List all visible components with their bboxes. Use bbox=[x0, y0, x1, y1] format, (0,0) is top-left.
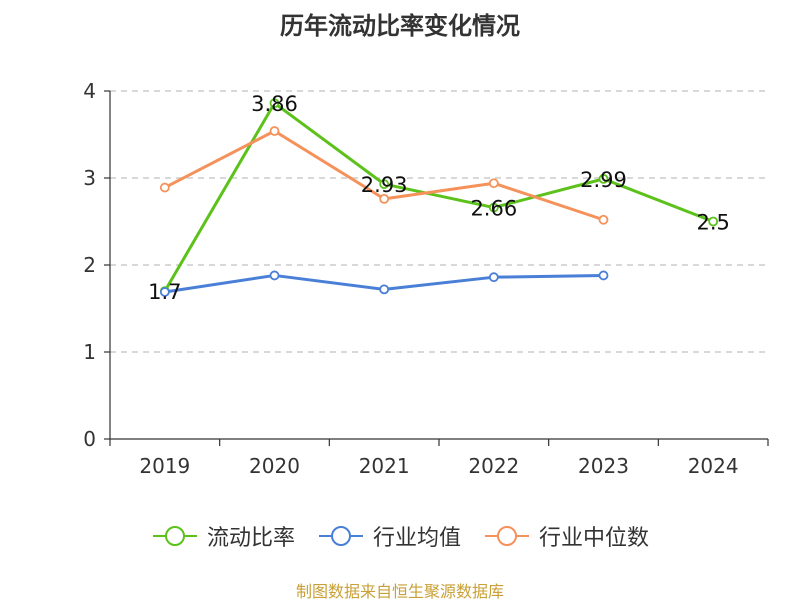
x-tick-label: 2021 bbox=[359, 454, 410, 478]
x-tick-label: 2019 bbox=[139, 454, 190, 478]
data-point bbox=[708, 216, 719, 227]
data-point bbox=[488, 178, 499, 189]
chart-title: 历年流动比率变化情况 bbox=[280, 12, 520, 40]
x-tick-label: 2023 bbox=[578, 454, 629, 478]
series-lines bbox=[159, 98, 719, 297]
gridlines bbox=[110, 90, 768, 353]
y-tick-label: 1 bbox=[83, 340, 96, 364]
legend-item-current-ratio[interactable]: 流动比率 bbox=[151, 520, 295, 552]
data-labels: 1.7 3.86 2.93 2.66 2.99 2.5 bbox=[148, 92, 730, 304]
data-label: 2.5 bbox=[696, 211, 729, 235]
legend-item-industry-mean[interactable]: 行业均值 bbox=[317, 520, 461, 552]
data-point bbox=[488, 202, 499, 213]
legend-line-icon bbox=[318, 526, 363, 546]
data-label: 2.93 bbox=[361, 173, 408, 197]
x-tick-label: 2024 bbox=[688, 454, 739, 478]
y-tick-label: 3 bbox=[83, 166, 96, 190]
legend-label: 行业中位数 bbox=[539, 526, 650, 551]
x-tick-label: 2022 bbox=[468, 454, 519, 478]
data-point bbox=[379, 179, 390, 189]
data-point bbox=[598, 173, 609, 184]
legend: 流动比率 行业均值 行业中位数 bbox=[0, 520, 800, 552]
data-point bbox=[379, 193, 390, 204]
data-label: 2.66 bbox=[470, 197, 517, 221]
source-note: 制图数据来自恒生聚源数据库 bbox=[295, 582, 504, 601]
data-point bbox=[379, 284, 390, 295]
y-tick-label: 4 bbox=[83, 79, 96, 103]
legend-label: 流动比率 bbox=[206, 526, 295, 551]
data-point bbox=[159, 287, 170, 297]
data-point bbox=[269, 98, 280, 109]
data-point bbox=[269, 270, 280, 281]
data-label: 2.99 bbox=[580, 168, 627, 192]
legend-line-icon bbox=[485, 526, 529, 546]
legend-item-industry-median[interactable]: 行业中位数 bbox=[483, 520, 649, 552]
y-tick-label: 0 bbox=[83, 427, 96, 451]
data-point bbox=[159, 182, 170, 193]
data-label: 1.7 bbox=[148, 280, 181, 304]
data-point bbox=[488, 272, 499, 283]
legend-label: 行业均值 bbox=[372, 526, 461, 551]
series-line bbox=[163, 101, 714, 292]
y-tick-label: 2 bbox=[83, 253, 96, 277]
x-tick-label: 2020 bbox=[249, 454, 300, 478]
data-point bbox=[269, 126, 280, 136]
legend-line-icon bbox=[152, 526, 197, 546]
data-label: 3.86 bbox=[251, 92, 298, 116]
data-point bbox=[598, 270, 609, 281]
axes: 0 1 2 3 4 2019 2020 2021 2022 2023 2024 bbox=[83, 79, 769, 478]
data-point bbox=[598, 214, 609, 225]
